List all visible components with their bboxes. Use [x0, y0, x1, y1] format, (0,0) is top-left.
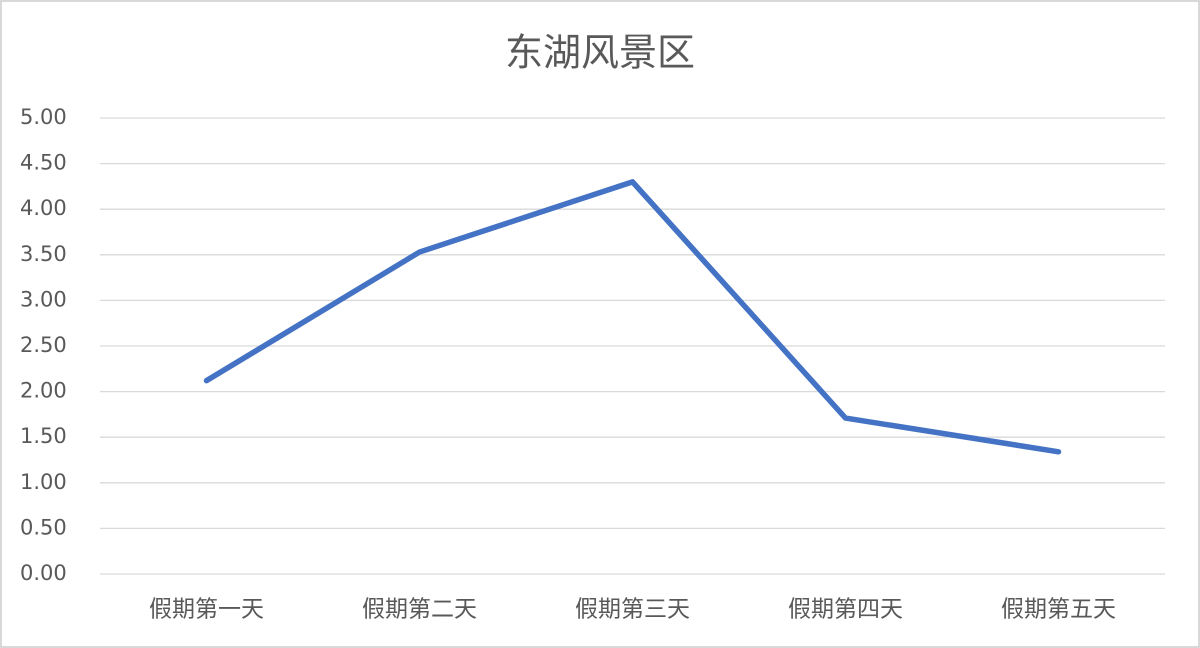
y-tick-label: 5.00	[20, 105, 67, 129]
x-tick-label: 假期第一天	[149, 597, 264, 623]
y-tick-label: 1.50	[20, 424, 67, 448]
y-tick-label: 4.00	[20, 196, 67, 220]
y-tick-label: 1.00	[20, 470, 67, 494]
y-tick-label: 2.00	[20, 379, 67, 403]
y-tick-label: 3.50	[20, 242, 67, 266]
chart-title: 东湖风景区	[505, 31, 695, 75]
x-tick-label: 假期第四天	[788, 597, 903, 623]
y-tick-label: 4.50	[20, 151, 67, 175]
data-line	[203, 179, 1062, 455]
y-tick-label: 0.00	[20, 561, 67, 585]
x-tick-label: 假期第二天	[362, 597, 477, 623]
y-tick-label: 0.50	[20, 515, 67, 539]
y-tick-label: 3.00	[20, 287, 67, 311]
x-tick-label: 假期第三天	[575, 597, 690, 623]
y-tick-label: 2.50	[20, 333, 67, 357]
x-tick-label: 假期第五天	[1001, 597, 1116, 623]
